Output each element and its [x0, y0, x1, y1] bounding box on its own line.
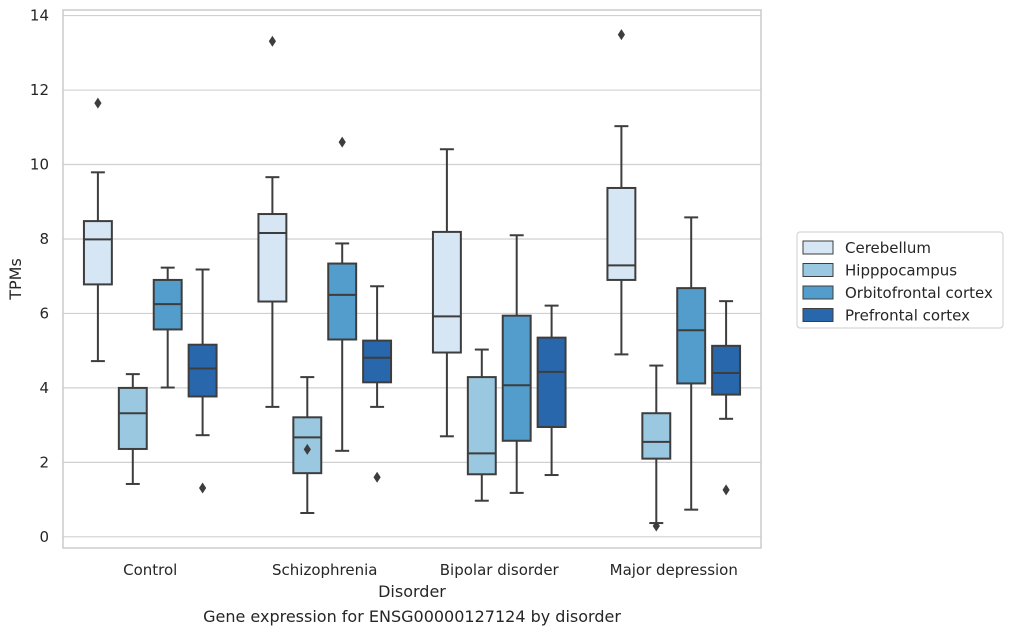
box-3-1: [641, 364, 672, 532]
box-0-0: [82, 97, 113, 363]
legend-swatch: [802, 240, 834, 255]
legend-item: Cerebellum: [802, 239, 931, 257]
y-tick-label: 2: [39, 453, 49, 471]
box-body: [711, 344, 742, 396]
outlier-point: [722, 484, 730, 496]
box-body: [641, 412, 672, 460]
box-1-3: [362, 285, 393, 483]
box-body: [536, 336, 567, 428]
legend-swatch: [802, 285, 834, 300]
legend-label: Orbitofrontal cortex: [845, 284, 993, 302]
box-body: [117, 386, 148, 450]
box-2-3: [536, 304, 567, 477]
legend-frame: [796, 231, 1004, 329]
box-3-3: [711, 300, 742, 496]
y-tick-labels: 0 2 4 6 8 10 12 14: [30, 7, 49, 546]
box-1-0: [257, 35, 288, 408]
outlier-point: [338, 136, 346, 148]
outlier-point: [199, 482, 207, 494]
legend: Cerebellum Hipppocampus Orbitofrontal cort…: [796, 231, 1004, 329]
x-tick-label: Bipolar disorder: [440, 561, 560, 579]
box-0-2: [152, 266, 183, 389]
legend-label: Hipppocampus: [845, 262, 957, 280]
x-tick-label: Control: [123, 561, 177, 579]
chart-caption: Gene expression for ENSG00000127124 by d…: [203, 607, 621, 626]
outlier-point: [268, 35, 276, 47]
y-tick-label: 12: [30, 81, 49, 99]
x-tick-label: Major depression: [610, 561, 738, 579]
box-1-1: [292, 376, 323, 515]
legend-label: Prefrontal cortex: [845, 307, 970, 325]
box-3-0: [606, 29, 637, 356]
legend-label: Cerebellum: [845, 239, 931, 257]
x-axis-label: Disorder: [378, 582, 446, 601]
legend-item: Prefrontal cortex: [802, 307, 970, 325]
y-axis-label: TPMs: [6, 258, 25, 301]
outlier-point: [303, 443, 311, 455]
legend-swatch: [802, 308, 834, 322]
box-2-2: [501, 234, 532, 494]
plot-frame: [62, 9, 762, 549]
outlier-point: [617, 29, 625, 41]
legend-item: Orbitofrontal cortex: [802, 284, 993, 302]
x-tick-labels: Control Schizophrenia Bipolar disorder Majo…: [123, 561, 738, 579]
box-0-3: [187, 268, 218, 494]
y-tick-label: 6: [39, 304, 49, 322]
box-1-2: [327, 136, 358, 452]
plot-border: [62, 9, 762, 549]
box-body: [431, 230, 462, 354]
outlier-point: [652, 520, 660, 532]
legend-item: Hipppocampus: [802, 262, 957, 280]
y-tick-label: 0: [39, 528, 49, 546]
x-tick-label: Schizophrenia: [272, 561, 377, 579]
box-3-2: [676, 216, 707, 511]
box-2-0: [431, 148, 462, 438]
box-0-1: [117, 373, 148, 485]
box-body: [676, 287, 707, 385]
outlier-point: [373, 471, 381, 483]
y-tick-label: 8: [39, 230, 49, 248]
box-body: [501, 314, 532, 442]
box-body: [362, 339, 393, 384]
box-body: [327, 262, 358, 341]
outlier-point: [94, 97, 102, 109]
box-body: [257, 213, 288, 303]
box-body: [466, 376, 497, 476]
box-2-1: [466, 348, 497, 502]
y-tick-label: 14: [30, 7, 49, 25]
boxes-layer: [82, 29, 742, 532]
y-tick-label: 4: [39, 379, 49, 397]
y-tick-label: 10: [30, 156, 49, 174]
box-body: [187, 343, 218, 398]
box-body: [82, 220, 113, 286]
legend-swatch: [802, 263, 834, 277]
